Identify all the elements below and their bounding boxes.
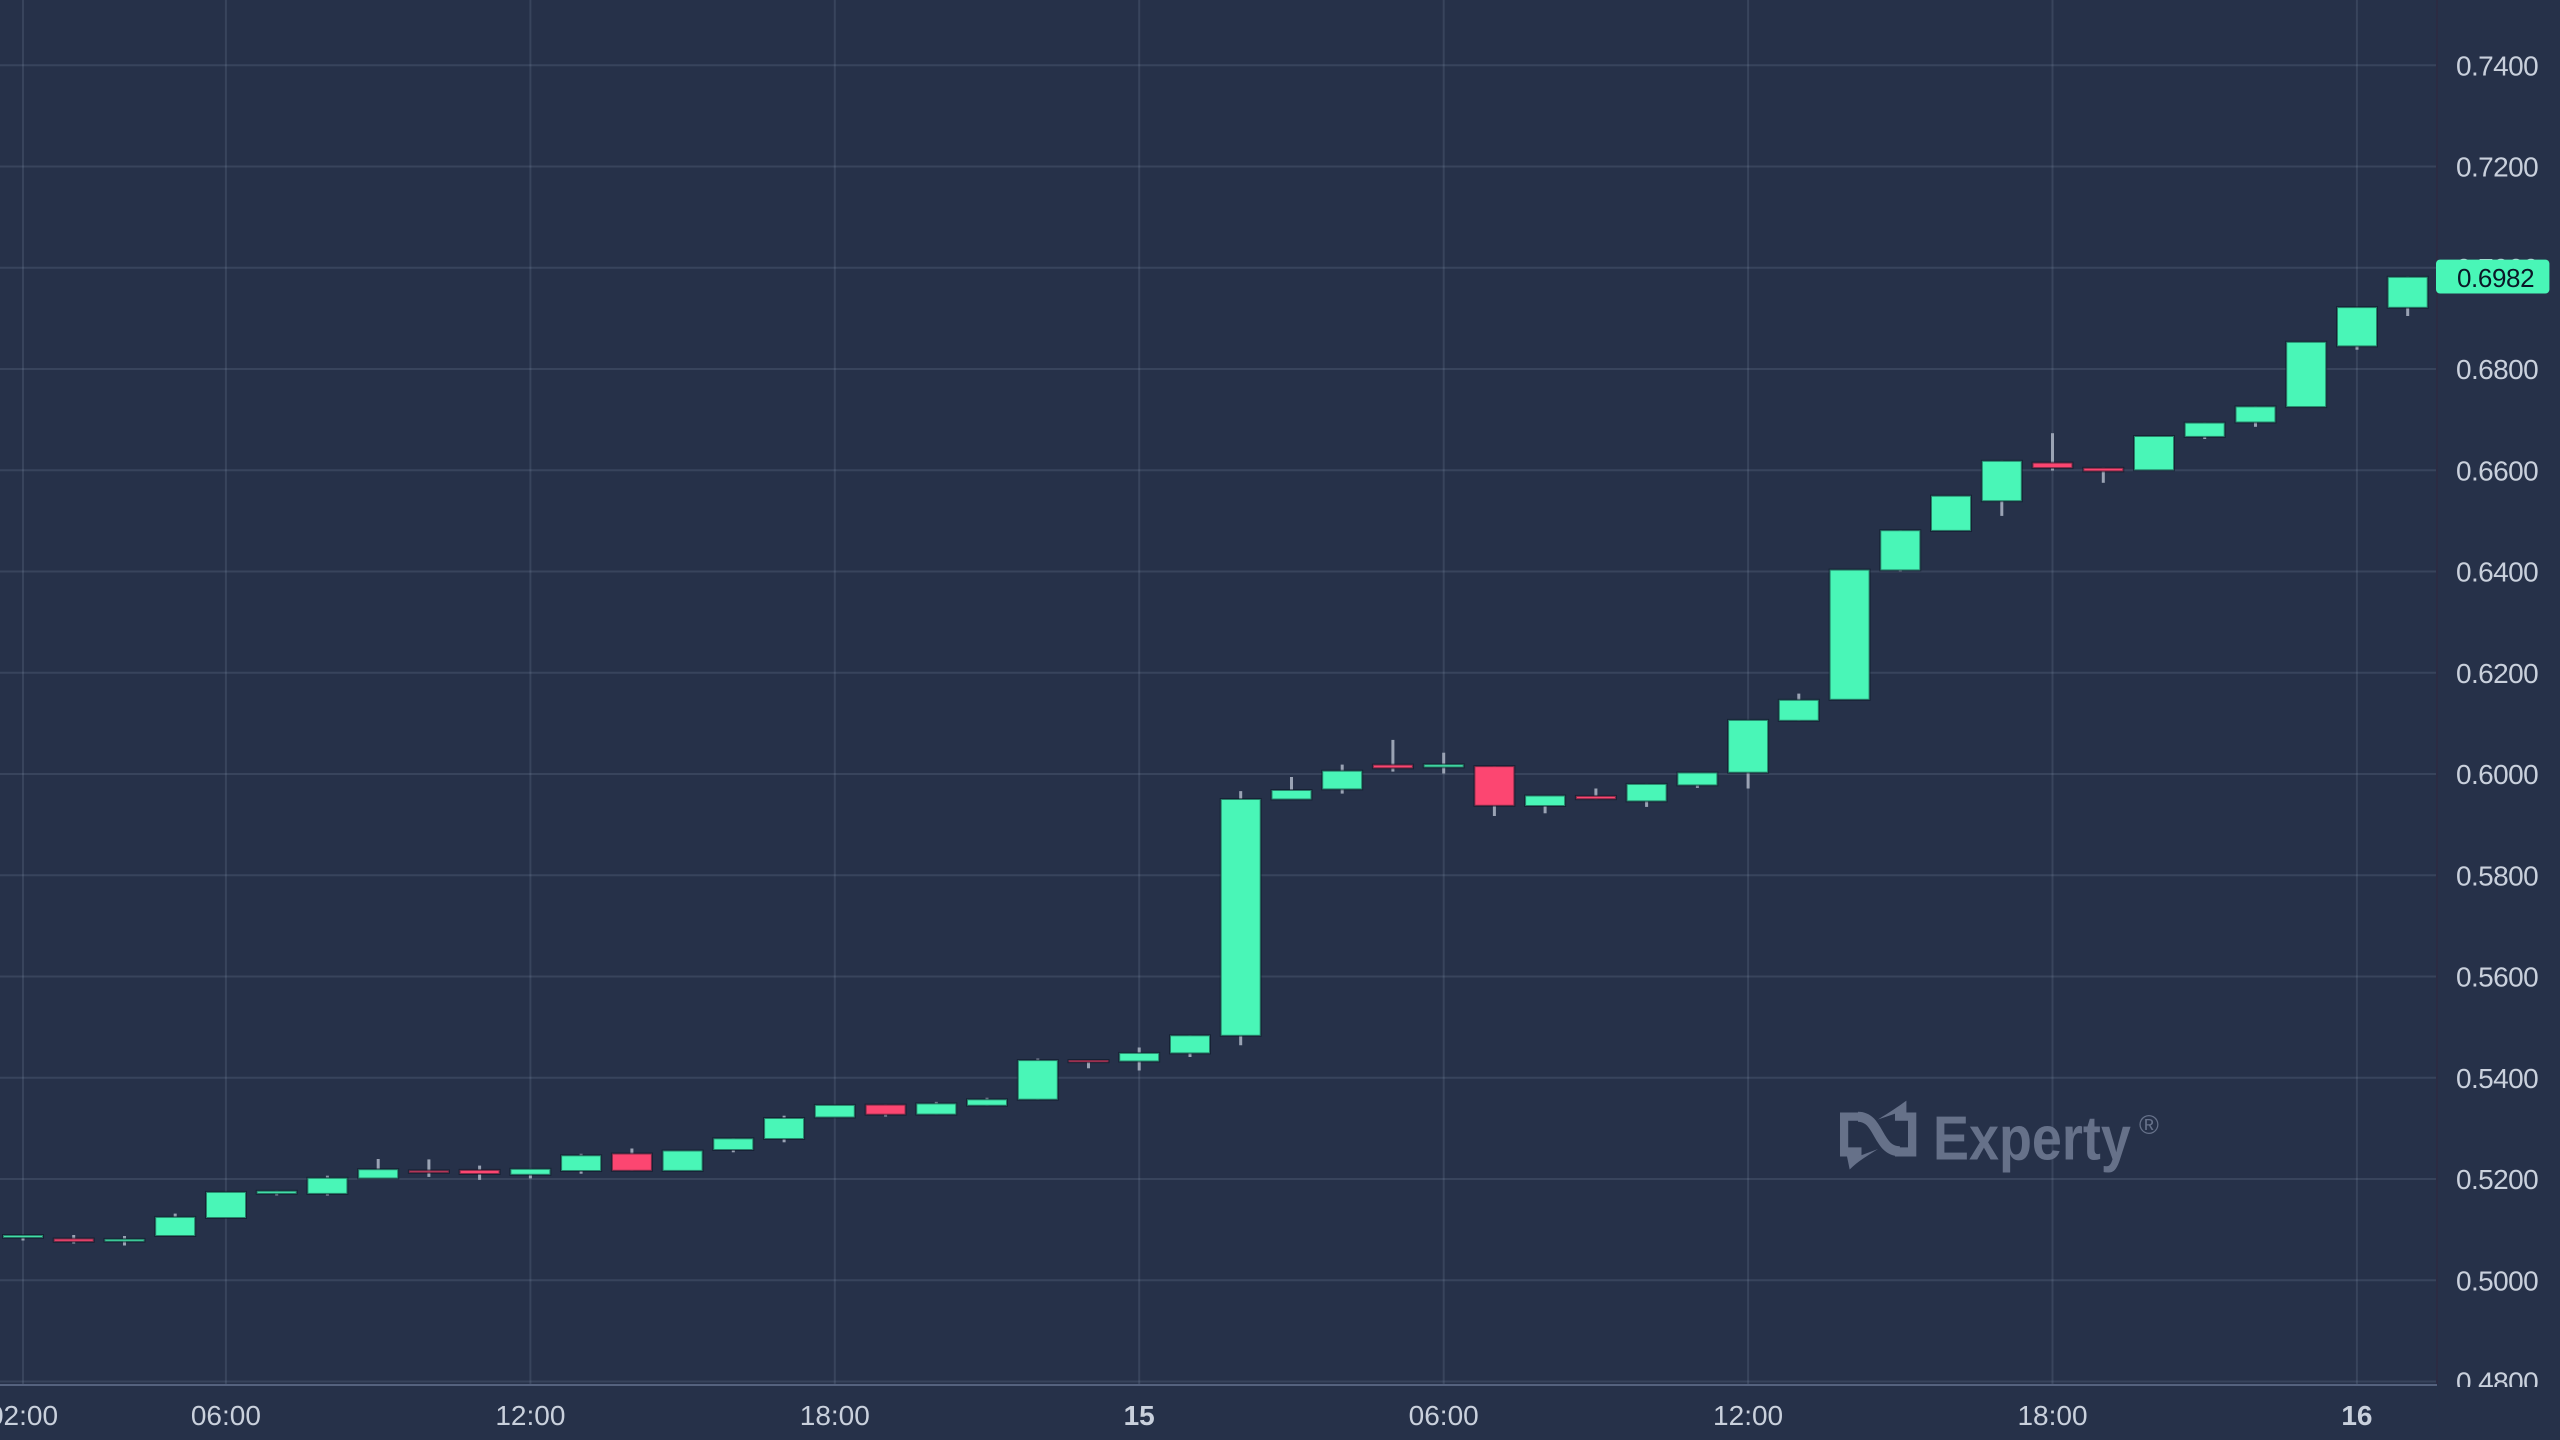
svg-text:0.5400: 0.5400 <box>2456 1063 2538 1094</box>
svg-text:0.6400: 0.6400 <box>2456 557 2538 588</box>
svg-text:06:00: 06:00 <box>191 1400 261 1431</box>
svg-text:0.5600: 0.5600 <box>2456 962 2538 993</box>
svg-text:0.5200: 0.5200 <box>2456 1164 2538 1195</box>
svg-text:®: ® <box>2139 1110 2159 1140</box>
svg-text:0.7400: 0.7400 <box>2456 50 2538 81</box>
svg-text:0.6982: 0.6982 <box>2457 263 2534 293</box>
svg-text:06:00: 06:00 <box>1409 1400 1479 1431</box>
svg-text:02:00: 02:00 <box>0 1400 58 1431</box>
svg-text:16: 16 <box>2341 1400 2372 1431</box>
svg-text:0.6800: 0.6800 <box>2456 354 2538 385</box>
svg-text:18:00: 18:00 <box>2017 1400 2087 1431</box>
svg-text:0.6000: 0.6000 <box>2456 759 2538 790</box>
svg-text:0.7200: 0.7200 <box>2456 152 2538 183</box>
svg-text:15: 15 <box>1124 1400 1155 1431</box>
svg-text:0.6200: 0.6200 <box>2456 658 2538 689</box>
svg-text:0.5800: 0.5800 <box>2456 860 2538 891</box>
svg-text:Experty: Experty <box>1933 1104 2131 1173</box>
svg-text:12:00: 12:00 <box>495 1400 565 1431</box>
svg-text:0.5000: 0.5000 <box>2456 1265 2538 1296</box>
svg-text:0.6600: 0.6600 <box>2456 455 2538 486</box>
svg-text:12:00: 12:00 <box>1713 1400 1783 1431</box>
svg-text:18:00: 18:00 <box>800 1400 870 1431</box>
